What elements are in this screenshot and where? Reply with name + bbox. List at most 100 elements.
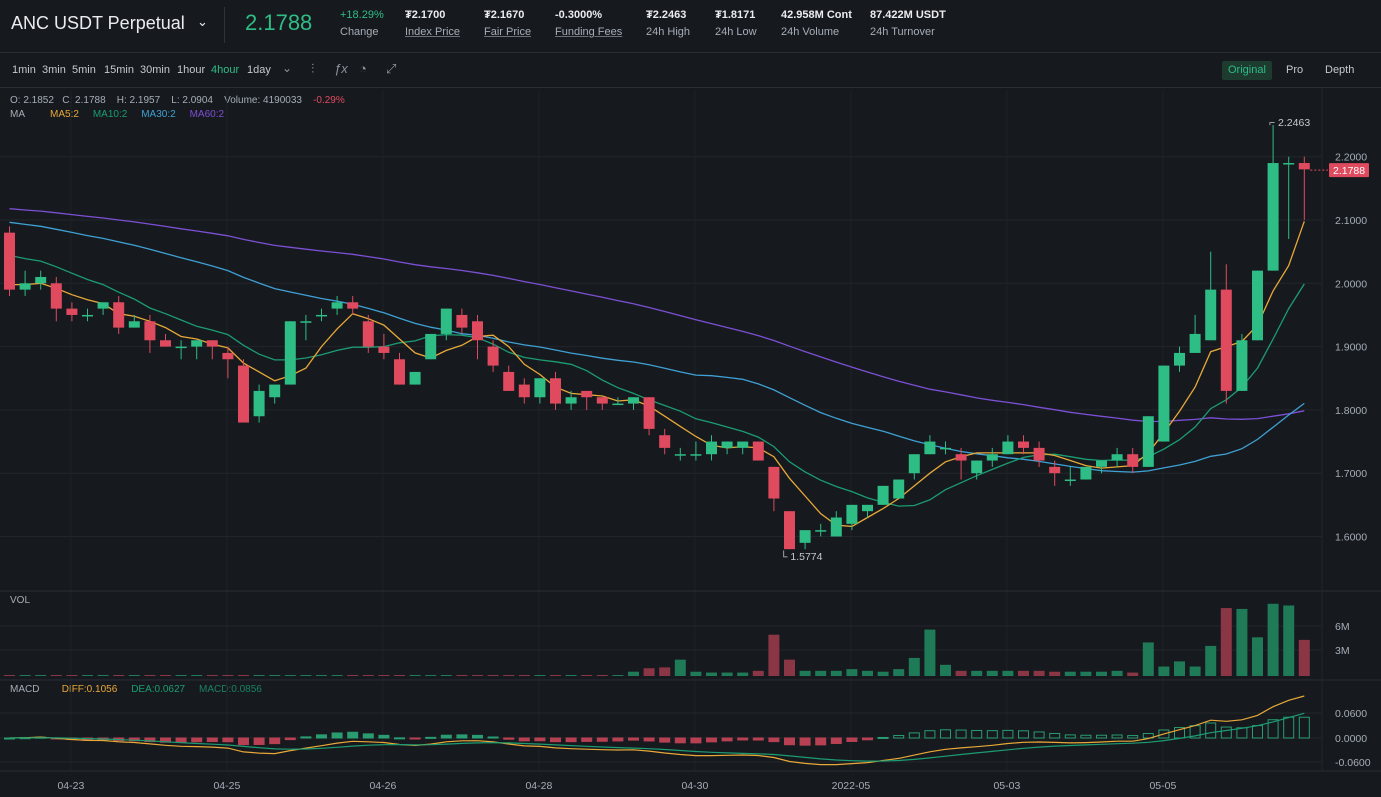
volume-bar (1205, 645, 1217, 676)
candle-body (472, 321, 483, 341)
stat-label: 24h Turnover (870, 26, 935, 38)
timeframe-1day[interactable]: 1day (247, 64, 271, 76)
current-price-text: 2.1788 (1333, 165, 1365, 177)
symbol-selector[interactable]: ANC USDT Perpetual (11, 13, 185, 34)
volume-bar (955, 670, 967, 676)
candle-body (1080, 466, 1092, 480)
macd-histogram-bar (1002, 729, 1014, 739)
stat-value: ₮2.1670 (484, 9, 525, 21)
timeframe-3min[interactable]: 3min (42, 64, 66, 76)
volume-bar (971, 670, 983, 676)
volume-bar (877, 671, 889, 676)
volume-bar (1142, 642, 1154, 676)
view-depth[interactable]: Depth (1325, 64, 1355, 76)
macd-histogram-bar (534, 737, 546, 742)
candle-body (160, 340, 171, 347)
volume-bar (222, 675, 234, 676)
macd-histogram-bar (924, 730, 936, 739)
volume-bar (1298, 639, 1310, 676)
candle-body (378, 346, 390, 353)
volume-bar (144, 675, 156, 676)
candle-body (971, 460, 983, 474)
volume-bar (19, 675, 31, 676)
volume-bar (378, 675, 390, 676)
indicator-fx-icon[interactable]: ƒx (334, 61, 348, 76)
chevron-down-icon[interactable]: ⌄ (197, 14, 208, 29)
timeframe-30min[interactable]: 30min (140, 64, 170, 76)
volume-bar (1236, 608, 1248, 676)
macd-histogram-bar (565, 737, 577, 743)
fullscreen-icon[interactable]: ⤢ (386, 61, 397, 76)
timeframe-1min[interactable]: 1min (12, 64, 36, 76)
volume-tick-label: 3M (1335, 645, 1350, 657)
stat-value: ₮2.2463 (646, 9, 687, 21)
stat-value: 87.422M USDT (870, 9, 946, 21)
macd-histogram-bar (1018, 730, 1029, 739)
stat-24h-low: ₮1.8171 24h Low (715, 9, 757, 38)
volume-bar (1252, 637, 1263, 676)
macd-tick-label: 0.0000 (1335, 733, 1367, 745)
stat-fair-price[interactable]: ₮2.1670 Fair Price (484, 9, 531, 38)
candle-body (721, 441, 733, 448)
header-divider (224, 7, 225, 43)
view-pro[interactable]: Pro (1286, 64, 1304, 76)
candle-body (1205, 289, 1217, 341)
macd-histogram-bar (1158, 729, 1170, 739)
candle-body (222, 352, 234, 360)
candle-body (955, 454, 967, 461)
candle-body (830, 517, 842, 537)
timeframe-1hour[interactable]: 1hour (177, 64, 206, 76)
macd-legend: MACD DIFF:0.1056 DEA:0.0627 MACD:0.0856 (10, 684, 262, 695)
more-timeframes-chevron-icon[interactable]: ⌄ (282, 61, 293, 75)
volume-bar (612, 675, 624, 676)
volume-bar (487, 675, 499, 676)
candle-body (347, 302, 359, 309)
time-tick-label: 04-23 (57, 780, 84, 792)
view-original[interactable]: Original (1222, 61, 1272, 80)
time-tick-label: 04-26 (369, 780, 396, 792)
volume-bar (1111, 670, 1123, 676)
volume-bar (1283, 605, 1295, 676)
macd-histogram-bar (940, 729, 951, 739)
volume-bar (1018, 670, 1029, 676)
stat-label: 24h Low (715, 26, 757, 38)
stat-label: 24h Volume (781, 26, 840, 38)
macd-histogram-bar (269, 737, 281, 745)
volume-bar (456, 675, 468, 676)
stat-index-price[interactable]: ₮2.1700 Index Price (405, 9, 460, 38)
macd-histogram-bar (674, 737, 686, 744)
macd-histogram-bar (238, 737, 249, 746)
volume-bar (596, 675, 608, 676)
volume-bar (862, 670, 873, 676)
volume-bar (986, 670, 998, 676)
macd-histogram-bar (862, 737, 873, 741)
macd-histogram-bar (222, 737, 234, 743)
candle-body (1142, 416, 1154, 467)
ma5-line (9, 221, 1305, 528)
macd-histogram-bar (877, 736, 889, 739)
candle-body (706, 441, 717, 455)
legend-change: -0.29% (313, 95, 345, 106)
candle-type-icon[interactable]: ⫶ (311, 61, 315, 76)
volume-bar (815, 670, 827, 676)
macd-histogram-bar (144, 737, 156, 743)
legend-low: L: 2.0904 (171, 95, 213, 106)
candle-body (394, 359, 405, 385)
timeframe-15min[interactable]: 15min (104, 64, 134, 76)
candle-body (82, 314, 93, 317)
candle-body (316, 314, 327, 317)
macd-histogram-bar (347, 731, 359, 739)
timeframe-5min[interactable]: 5min (72, 64, 96, 76)
macd-histogram-bar (331, 732, 343, 739)
volume-bar (846, 669, 858, 676)
timeframe-4hour[interactable]: 4hour (211, 64, 240, 76)
settings-icon[interactable]: ◔ (359, 61, 367, 76)
stat-funding-fees[interactable]: -0.3000% Funding Fees (555, 9, 622, 38)
volume-bar (628, 671, 639, 676)
candle-body (1298, 163, 1310, 170)
macd-histogram-bar (784, 737, 795, 746)
candle-body (238, 365, 249, 423)
macd-histogram-bar (472, 734, 483, 739)
time-tick-label: 05-03 (993, 780, 1020, 792)
